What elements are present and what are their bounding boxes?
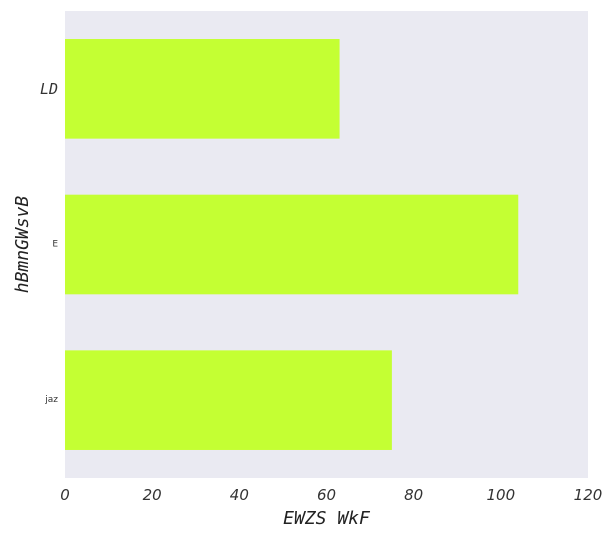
bar-e <box>65 194 519 295</box>
bars-group <box>65 39 519 450</box>
x-axis-title: EWZS WkF <box>283 508 371 529</box>
x-tick-label: 80 <box>404 486 423 504</box>
bar-jaz <box>65 350 392 450</box>
y-tick-label: jaz <box>44 395 58 405</box>
x-tick-label: 60 <box>317 486 336 504</box>
x-tick-label: 20 <box>143 486 162 504</box>
bar-ld <box>65 39 340 139</box>
x-tick-label: 40 <box>230 486 249 504</box>
x-tick-labels: 0 20 40 60 80 100 120 <box>60 486 602 504</box>
x-tick-label: 0 <box>60 486 70 504</box>
x-tick-label: 100 <box>487 486 516 504</box>
x-tick-label: 120 <box>574 486 603 504</box>
y-tick-label: LD <box>40 80 58 98</box>
y-axis-title: hBmnGWsvB <box>12 196 33 294</box>
y-tick-label: E <box>52 240 58 250</box>
